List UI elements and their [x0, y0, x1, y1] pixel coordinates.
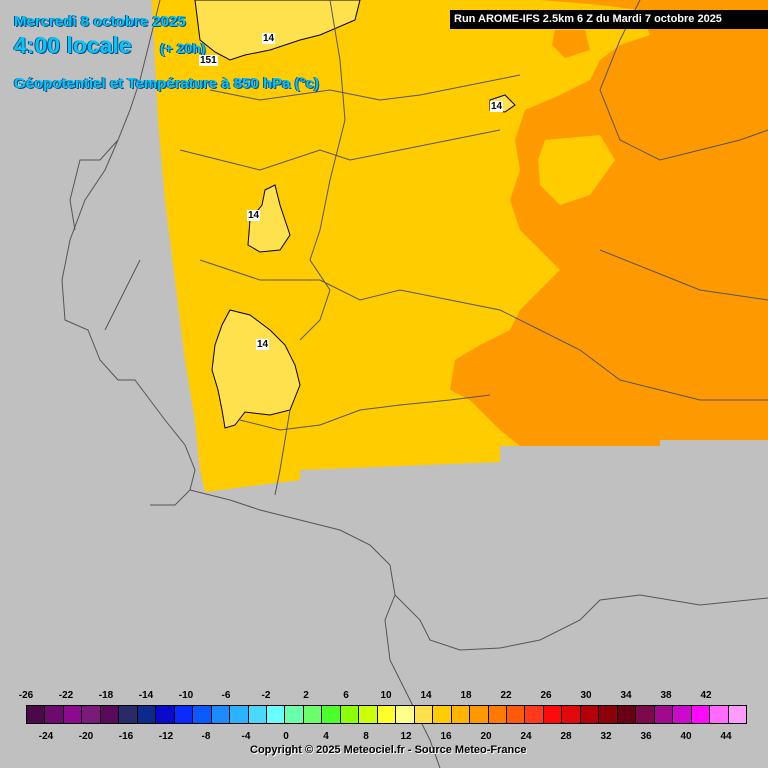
legend-swatch: [727, 705, 747, 724]
legend-swatch: [524, 705, 544, 724]
legend-tick-top: 30: [580, 690, 592, 701]
legend-tick-top: 2: [303, 690, 309, 701]
legend-swatch: [118, 705, 138, 724]
isotherm-label: 14: [247, 210, 261, 221]
legend-tick-top: 18: [460, 690, 472, 701]
legend-tick-top: 22: [500, 690, 512, 701]
legend-tick-bottom: 20: [480, 731, 492, 742]
legend-tick-top: -26: [18, 690, 34, 701]
legend-tick-bottom: -20: [78, 731, 94, 742]
legend-tick-top: -10: [178, 690, 194, 701]
run-info: Run AROME-IFS 2.5km 6 Z du Mardi 7 octob…: [450, 10, 768, 29]
legend-swatch: [487, 705, 507, 724]
legend-tick-bottom: 4: [323, 731, 329, 742]
legend-swatch: [229, 705, 249, 724]
legend-tick-top: 42: [700, 690, 712, 701]
legend-tick-bottom: 8: [363, 731, 369, 742]
isotherm-label: 151: [199, 55, 218, 66]
legend-tick-bottom: 12: [400, 731, 412, 742]
legend-swatch: [395, 705, 415, 724]
legend-tick-bottom: 16: [440, 731, 452, 742]
legend-tick-top: 6: [343, 690, 349, 701]
legend-swatch: [709, 705, 729, 724]
legend-swatch: [173, 705, 194, 724]
legend-swatch: [413, 705, 434, 724]
legend-tick-top: -18: [98, 690, 114, 701]
legend-swatch: [469, 705, 489, 724]
legend-swatch: [339, 705, 360, 724]
legend-swatch: [653, 705, 674, 724]
legend-swatch: [616, 705, 637, 724]
isotherm-label: 14: [256, 339, 270, 350]
legend-tick-bottom: 24: [520, 731, 532, 742]
field-16-18: [450, 0, 768, 446]
legend-tick-top: -14: [138, 690, 154, 701]
legend-tick-bottom: -16: [118, 731, 134, 742]
legend-swatch: [376, 705, 397, 724]
forecast-time: 4:00 locale: [14, 32, 132, 58]
legend-swatch: [635, 705, 655, 724]
legend-swatch: [690, 705, 711, 724]
legend-tick-bottom: 36: [640, 731, 652, 742]
legend-tick-bottom: 32: [600, 731, 612, 742]
legend-tick-bottom: 40: [680, 731, 692, 742]
legend-swatch: [266, 705, 286, 724]
legend-swatch: [210, 705, 231, 724]
field-14-16-south: [211, 309, 301, 429]
field-14-16-east: [538, 135, 615, 205]
legend-swatch: [506, 705, 526, 724]
parameter-title: Géopotentiel et Température à 850 hPa (°…: [14, 75, 319, 92]
legend-swatch: [358, 705, 378, 724]
legend-swatch: [81, 705, 101, 724]
legend-swatch: [247, 705, 267, 724]
legend-tick-bottom: -12: [158, 731, 174, 742]
legend-tick-bottom: -4: [241, 731, 251, 742]
legend-swatch: [155, 705, 175, 724]
legend-tick-top: 34: [620, 690, 632, 701]
legend-swatch: [62, 705, 83, 724]
legend-swatch: [561, 705, 581, 724]
legend-tick-top: -2: [261, 690, 271, 701]
legend-swatch: [44, 705, 64, 724]
legend-swatch: [99, 705, 120, 724]
legend-tick-bottom: 28: [560, 731, 572, 742]
legend-tick-bottom: 0: [283, 731, 289, 742]
borders: [61, 0, 768, 768]
color-legend: -26 -22 -18 -14 -10 -6 -2 2 6 10 14 18 22 26 30 34 38 42-…: [0, 688, 768, 768]
field-16-18-small: [552, 30, 590, 58]
legend-swatch: [192, 705, 212, 724]
legend-swatch: [598, 705, 618, 724]
legend-swatch: [26, 705, 46, 724]
legend-swatch: [284, 705, 304, 724]
forecast-date: Mercredi 8 octobre 2025: [14, 13, 186, 30]
legend-swatch: [321, 705, 341, 724]
legend-tick-top: 10: [380, 690, 392, 701]
legend-tick-top: -6: [221, 690, 231, 701]
legend-tick-top: 26: [540, 690, 552, 701]
isotherm-label: 14: [262, 33, 276, 44]
legend-swatch: [450, 705, 471, 724]
legend-swatch: [579, 705, 600, 724]
legend-tick-top: 38: [660, 690, 672, 701]
legend-swatch: [432, 705, 452, 724]
field-14-16-north: [194, 0, 361, 61]
legend-tick-bottom: 44: [720, 731, 732, 742]
legend-tick-top: -22: [58, 690, 74, 701]
legend-swatch: [542, 705, 563, 724]
lead-time: (+ 20h): [160, 40, 206, 56]
legend-tick-top: 14: [420, 690, 432, 701]
legend-tick-bottom: -24: [38, 731, 54, 742]
isotherm-label: 14: [490, 101, 504, 112]
legend-swatch: [672, 705, 692, 724]
legend-tick-bottom: -8: [201, 731, 211, 742]
copyright: Copyright © 2025 Meteociel.fr - Source M…: [250, 744, 527, 756]
legend-swatch: [136, 705, 157, 724]
legend-swatch: [302, 705, 323, 724]
